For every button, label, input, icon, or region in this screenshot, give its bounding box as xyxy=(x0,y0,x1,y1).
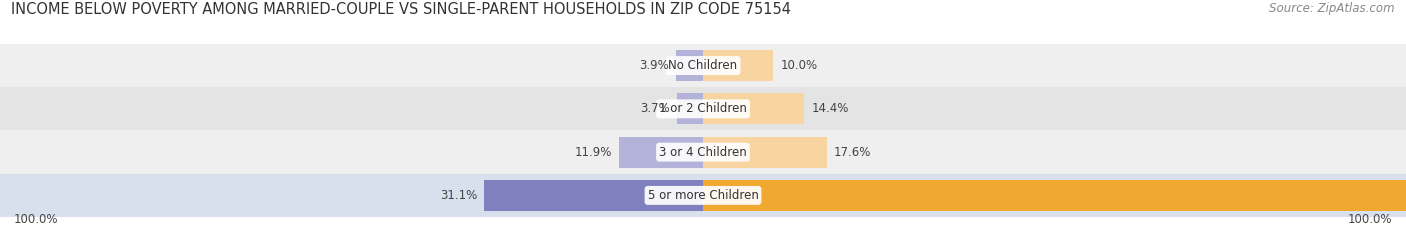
Bar xyxy=(703,137,827,168)
Text: 3 or 4 Children: 3 or 4 Children xyxy=(659,146,747,159)
Text: 100.0%: 100.0% xyxy=(14,213,59,226)
Bar xyxy=(0,130,1406,174)
Text: 10.0%: 10.0% xyxy=(780,59,817,72)
Text: 1 or 2 Children: 1 or 2 Children xyxy=(659,102,747,115)
Bar xyxy=(0,44,1406,87)
Text: 3.7%: 3.7% xyxy=(640,102,669,115)
Text: 17.6%: 17.6% xyxy=(834,146,872,159)
Text: 14.4%: 14.4% xyxy=(811,102,849,115)
Bar xyxy=(678,93,703,124)
Bar xyxy=(675,50,703,81)
Bar xyxy=(703,93,804,124)
Bar xyxy=(0,174,1406,217)
Text: No Children: No Children xyxy=(668,59,738,72)
Text: 3.9%: 3.9% xyxy=(638,59,669,72)
Text: 5 or more Children: 5 or more Children xyxy=(648,189,758,202)
Text: INCOME BELOW POVERTY AMONG MARRIED-COUPLE VS SINGLE-PARENT HOUSEHOLDS IN ZIP COD: INCOME BELOW POVERTY AMONG MARRIED-COUPL… xyxy=(11,2,792,17)
Bar xyxy=(0,87,1406,130)
Bar xyxy=(619,137,703,168)
Text: 100.0%: 100.0% xyxy=(1347,213,1392,226)
Bar xyxy=(484,180,703,211)
Bar xyxy=(703,180,1406,211)
Bar xyxy=(703,50,773,81)
Text: 31.1%: 31.1% xyxy=(440,189,478,202)
Text: Source: ZipAtlas.com: Source: ZipAtlas.com xyxy=(1270,2,1395,15)
Text: 11.9%: 11.9% xyxy=(575,146,613,159)
